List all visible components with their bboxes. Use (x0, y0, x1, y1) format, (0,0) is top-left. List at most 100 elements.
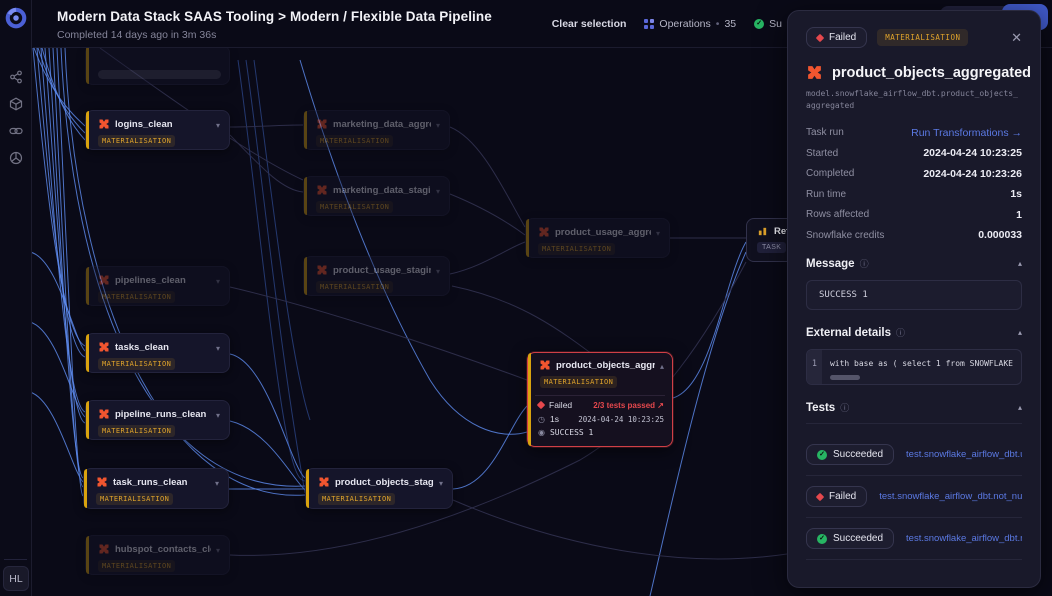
node-accent-bar (86, 401, 89, 439)
test-status-badge: ✓ Succeeded (806, 528, 895, 550)
node-accent-bar (528, 353, 531, 446)
panel-title: product_objects_aggregated (832, 64, 1032, 81)
graph-node[interactable]: logins_clean ▾ MATERIALISATION (85, 110, 230, 150)
detail-value: 2024-04-24 10:23:26 (923, 167, 1022, 180)
divider (4, 559, 27, 560)
check-circle-icon: ✓ (817, 533, 827, 544)
node-label: product_usage_staging (333, 264, 431, 276)
check-circle-icon: ✓ (754, 19, 765, 29)
close-icon[interactable]: ✕ (1011, 29, 1022, 45)
graph-node[interactable]: product_usage_staging ▾ MATERIALISATION (303, 256, 450, 296)
dbt-icon (539, 227, 549, 237)
materialisation-badge: MATERIALISATION (98, 425, 176, 437)
graph-node[interactable]: pipeline_runs_clean ▾ MATERIALISATION (85, 400, 230, 440)
code-line: with base as ( select 1 from SNOWFLAKE (829, 359, 1013, 369)
clear-selection-button[interactable]: Clear selection (551, 18, 627, 30)
dbt-icon (99, 544, 109, 554)
user-avatar[interactable]: HL (3, 566, 29, 591)
check-circle-icon: ✓ (817, 449, 827, 460)
link-icon[interactable] (9, 124, 23, 138)
message-box: SUCCESS 1 (806, 280, 1022, 311)
skeleton-bar (98, 70, 221, 79)
app-logo[interactable] (5, 7, 27, 29)
model-path: model.snowflake_airflow_dbt.product_obje… (806, 89, 1018, 111)
dbt-icon (99, 119, 109, 129)
detail-label: Snowflake credits (806, 229, 885, 241)
collapse-icon[interactable]: ▴ (1017, 403, 1022, 413)
node-label: task_runs_clean (113, 476, 188, 488)
node-accent-bar (86, 334, 89, 372)
graph-node[interactable]: task_runs_clean ▾ MATERIALISATION (83, 468, 229, 509)
chevron-down-icon[interactable]: ▾ (435, 121, 440, 130)
operations-chip[interactable]: Operations • 35 (644, 18, 736, 30)
chevron-down-icon[interactable]: ▾ (438, 479, 443, 488)
page-title: Modern Data Stack SAAS Tooling > Modern … (57, 9, 492, 24)
node-accent-bar (304, 111, 307, 149)
globe-icon[interactable] (9, 151, 23, 165)
chevron-down-icon[interactable]: ▾ (435, 267, 440, 276)
node-accent-bar (86, 536, 89, 574)
node-label: hubspot_contacts_clean (115, 543, 211, 555)
collapse-icon[interactable]: ▴ (1017, 328, 1022, 338)
node-label: product_objects_aggregated (556, 359, 655, 371)
success-chip[interactable]: ✓ Su (754, 18, 782, 30)
failed-diamond-icon (815, 492, 825, 502)
graph-node[interactable]: marketing_data_staging ▾ MATERIALISATION (303, 176, 450, 216)
node-accent-bar (86, 46, 89, 84)
graph-node-selected[interactable]: product_objects_aggregated ▴ MATERIALISA… (527, 352, 673, 447)
graph-node[interactable] (85, 45, 230, 85)
sql-code-block[interactable]: 1 with base as ( select 1 from SNOWFLAKE (806, 349, 1022, 386)
dbt-icon (97, 477, 107, 487)
test-name-link[interactable]: test.snowflake_airflow_dbt.not_null_pr (879, 491, 1022, 503)
detail-label: Rows affected (806, 209, 870, 221)
node-accent-bar (86, 267, 89, 305)
materialisation-badge: MATERIALISATION (318, 493, 396, 505)
node-label: Refre (774, 226, 798, 237)
collapse-icon[interactable]: ▴ (1017, 259, 1022, 269)
chevron-collapse-icon[interactable]: ▴ (659, 362, 664, 371)
node-label: tasks_clean (115, 341, 169, 353)
node-label: pipelines_clean (115, 274, 186, 286)
dbt-icon (317, 185, 327, 195)
chevron-down-icon[interactable]: ▾ (215, 411, 220, 420)
chevron-down-icon[interactable]: ▾ (215, 344, 220, 353)
horizontal-scrollbar[interactable] (829, 375, 860, 381)
chevron-down-icon[interactable]: ▾ (655, 229, 660, 238)
detail-row: Snowflake credits 0.000033 (806, 229, 1022, 241)
chevron-down-icon[interactable]: ▾ (215, 546, 220, 555)
clock-icon: ◷ (538, 414, 545, 424)
graph-node[interactable]: pipelines_clean ▾ MATERIALISATION (85, 266, 230, 306)
lineage-network-icon[interactable] (9, 70, 23, 84)
dbt-icon (808, 66, 821, 79)
task-run-link[interactable]: Run Transformations → (911, 126, 1022, 139)
grid-icon (644, 19, 655, 29)
status-badge: Failed (806, 27, 868, 48)
test-name-link[interactable]: test.snowflake_airflow_dbt.unique_pro (906, 449, 1022, 461)
dbt-icon (317, 265, 327, 275)
node-label: product_objects_staging (335, 476, 434, 488)
chevron-down-icon[interactable]: ▾ (215, 121, 220, 130)
materialisation-badge: MATERIALISATION (98, 291, 176, 303)
dot-separator: • (715, 18, 720, 30)
tests-summary-link[interactable]: 2/3 tests passed ↗ (593, 400, 664, 410)
graph-node[interactable]: marketing_data_aggregated ▾ MATERIALISAT… (303, 110, 450, 150)
chevron-down-icon[interactable]: ▾ (435, 187, 440, 196)
graph-node[interactable]: tasks_clean ▾ MATERIALISATION (85, 333, 230, 373)
materialisation-badge: MATERIALISATION (540, 376, 618, 388)
graph-node[interactable]: hubspot_contacts_clean ▾ MATERIALISATION (85, 535, 230, 575)
chevron-down-icon[interactable]: ▾ (214, 479, 219, 488)
left-sidebar: HL (0, 0, 32, 596)
cube-icon[interactable] (9, 97, 23, 111)
external-details-heading: External details (806, 326, 892, 339)
graph-node[interactable]: product_objects_staging ▾ MATERIALISATIO… (305, 468, 453, 509)
chevron-down-icon[interactable]: ▾ (215, 277, 220, 286)
node-status: Failed (549, 400, 573, 410)
dbt-icon (317, 119, 327, 129)
node-accent-bar (86, 111, 89, 149)
graph-node[interactable]: product_usage_aggregated ▾ MATERIALISATI… (525, 218, 670, 258)
test-name-link[interactable]: test.snowflake_airflow_dbt.not_null_pr (906, 533, 1022, 545)
detail-label: Task run (806, 127, 844, 139)
detail-label: Started (806, 147, 839, 159)
